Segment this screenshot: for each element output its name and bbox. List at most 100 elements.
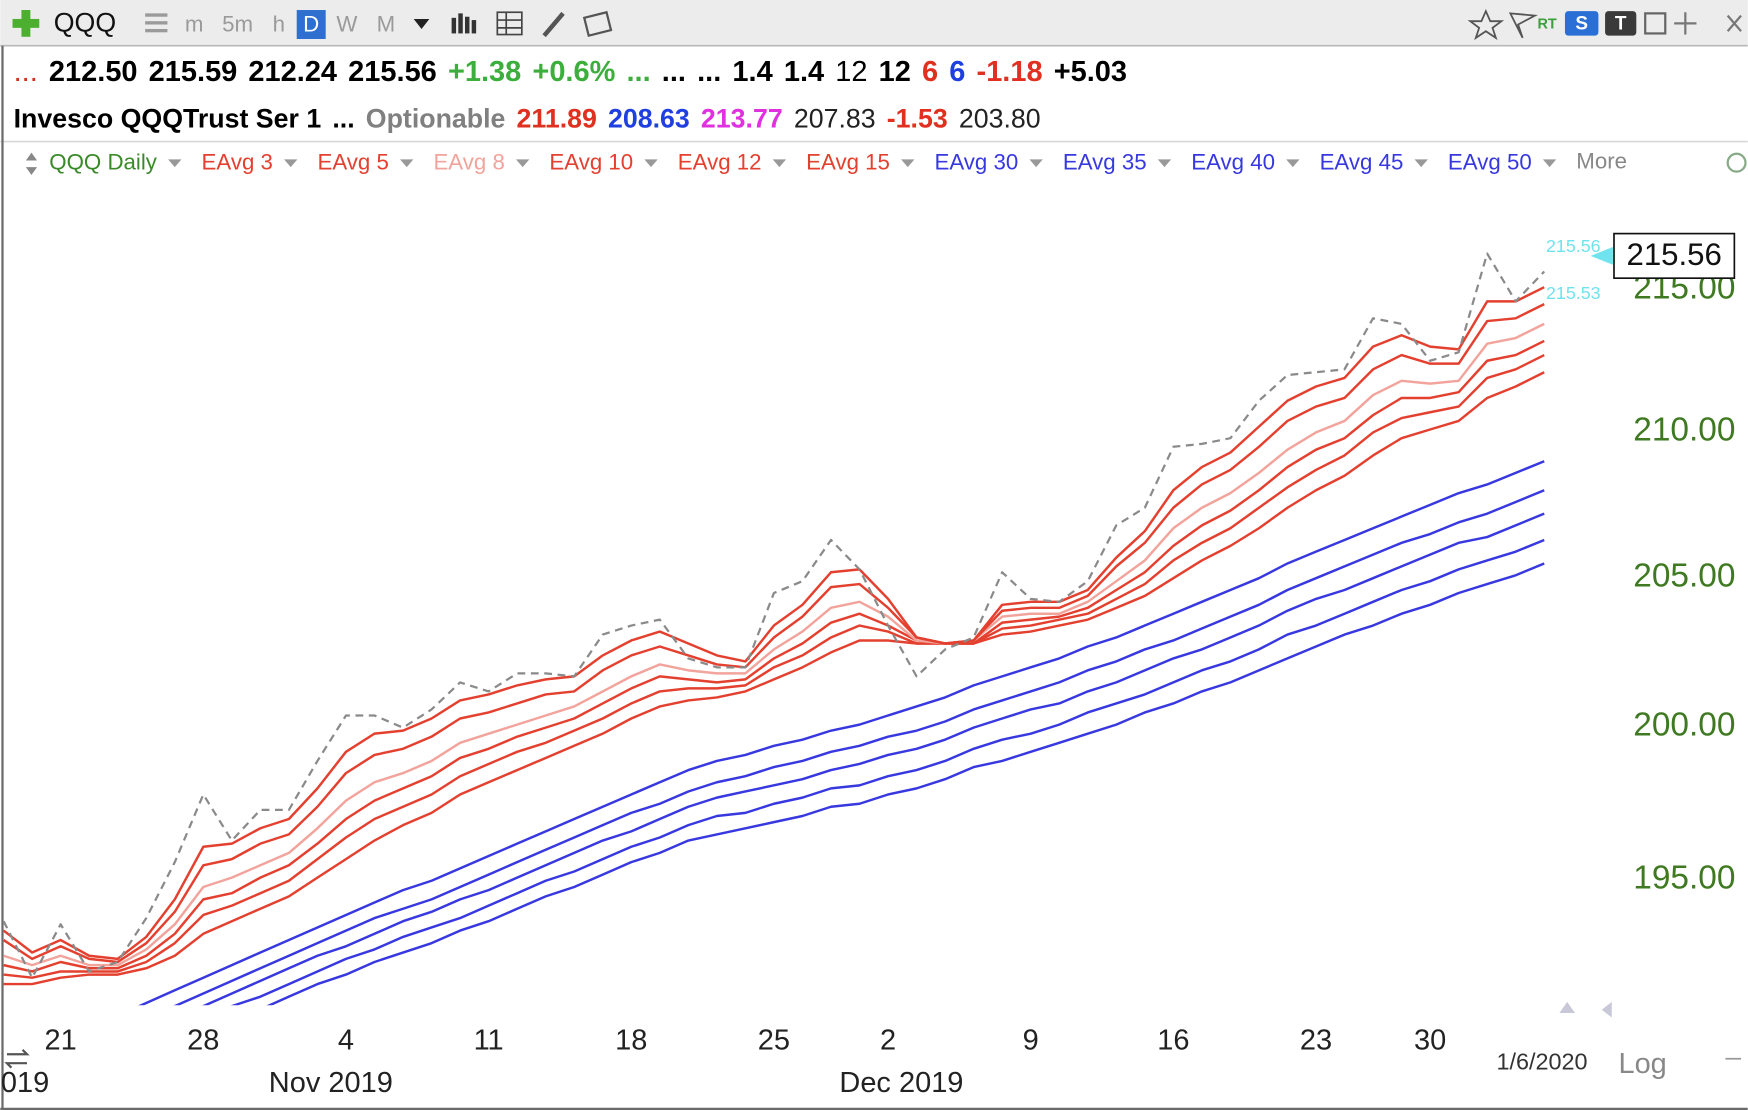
flag-icon[interactable] — [1508, 12, 1538, 39]
refresh-icon[interactable] — [4, 1049, 30, 1069]
scroll-up[interactable] — [1559, 1001, 1575, 1014]
add-icon[interactable] — [12, 10, 40, 37]
note-icon[interactable] — [582, 10, 613, 38]
interval-button[interactable]: m — [185, 12, 204, 37]
resize-arrows[interactable] — [25, 152, 38, 175]
legend-entry[interactable]: EAvg 40 — [1191, 150, 1275, 175]
quote-value: 1.4 — [732, 56, 772, 88]
legend-entry[interactable]: QQQ Daily — [49, 150, 157, 175]
series-line — [230, 538, 1545, 1006]
flag-label[interactable]: RT — [1537, 16, 1556, 32]
quote-value: -1.53 — [887, 103, 948, 133]
quote-value: +5.03 — [1054, 56, 1127, 88]
x-tick-label: 18 — [615, 1025, 647, 1057]
y-tick-label: 205.00 — [1633, 557, 1735, 594]
x-tick-label: 2 — [880, 1025, 896, 1057]
interval-button[interactable]: 5m — [222, 12, 253, 37]
t-badge[interactable] — [1605, 11, 1637, 36]
flag-label[interactable]: T — [1615, 14, 1627, 35]
interval-button[interactable]: h — [273, 12, 285, 37]
quote-value: 208.63 — [608, 103, 690, 133]
quote-value: 213.77 — [701, 103, 783, 133]
interval-button[interactable]: D — [303, 12, 319, 37]
list-icon[interactable] — [145, 13, 168, 33]
y-tick-label: 195.00 — [1633, 860, 1735, 897]
interval-active-bg — [296, 10, 326, 40]
legend-entry[interactable]: EAvg 50 — [1448, 150, 1532, 175]
quote-value: 215.59 — [149, 56, 238, 88]
move-icon[interactable] — [1674, 12, 1697, 35]
legend-entry[interactable]: EAvg 10 — [549, 150, 633, 175]
x-tick-label: 23 — [1300, 1025, 1332, 1057]
quote-value: Invesco QQQTrust Ser 1 — [14, 103, 322, 133]
legend-entry[interactable]: EAvg 35 — [1063, 150, 1147, 175]
legend-entry[interactable]: EAvg 12 — [678, 150, 762, 175]
x-tick-label: 25 — [758, 1025, 790, 1057]
legend-entry[interactable]: EAvg 15 — [806, 150, 890, 175]
symbol[interactable]: QQQ — [54, 8, 116, 38]
save-icon[interactable] — [1644, 12, 1667, 35]
series-line — [173, 489, 1545, 1006]
interval-dropdown[interactable] — [413, 18, 430, 29]
quote-value: 1.4 — [784, 56, 824, 88]
month-label: Dec 2019 — [839, 1067, 963, 1099]
close-icon[interactable] — [1726, 14, 1742, 32]
x-tick-label: 21 — [45, 1025, 77, 1057]
legend-dropdown[interactable] — [1286, 159, 1300, 168]
series-line — [2, 286, 1545, 961]
interval-button[interactable]: W — [336, 12, 357, 37]
x-tick-label: 28 — [187, 1025, 219, 1057]
s-badge[interactable] — [1564, 11, 1599, 36]
legend-dropdown[interactable] — [644, 159, 658, 168]
interval-button[interactable]: M — [377, 12, 396, 37]
quote-value: 203.80 — [959, 103, 1041, 133]
flag-label[interactable]: S — [1575, 14, 1588, 35]
legend-dropdown[interactable] — [284, 159, 298, 168]
x-tick-label: 30 — [1414, 1025, 1446, 1057]
x-tick-label: 9 — [1023, 1025, 1039, 1057]
legend-dropdown[interactable] — [168, 159, 182, 168]
table-icon[interactable] — [496, 11, 523, 36]
series-line — [138, 460, 1545, 1006]
price-marker-label: 215.56 — [1546, 236, 1601, 256]
legend-dropdown[interactable] — [1542, 159, 1557, 168]
settings-icon[interactable] — [1726, 152, 1747, 173]
month-label: 2019 — [0, 1067, 49, 1099]
quote-value: 212.50 — [49, 56, 138, 88]
legend-dropdown[interactable] — [1029, 159, 1043, 168]
quote-value: Optionable — [366, 103, 506, 133]
series-line — [202, 512, 1545, 1006]
legend-dropdown[interactable] — [400, 159, 414, 168]
legend-entry[interactable]: EAvg 45 — [1320, 150, 1404, 175]
scale-button[interactable]: Log — [1618, 1048, 1666, 1080]
quote-value: +1.38 — [448, 56, 521, 88]
legend-entry[interactable]: EAvg 30 — [935, 150, 1019, 175]
quote-value: 6 — [949, 56, 965, 88]
series-line — [3, 353, 1545, 979]
star-icon[interactable] — [1467, 8, 1505, 41]
quote-value: -1.18 — [977, 56, 1043, 88]
legend-entry[interactable]: EAvg 3 — [202, 150, 273, 175]
y-tick-label: 200.00 — [1633, 707, 1735, 744]
x-tick-label: 4 — [338, 1025, 354, 1057]
legend-dropdown[interactable] — [772, 159, 787, 168]
toolbar-background — [0, 0, 1748, 46]
quote-value: 212.24 — [248, 56, 337, 88]
legend-more[interactable]: More — [1576, 149, 1627, 174]
pencil-icon[interactable] — [542, 11, 565, 38]
legend-dropdown[interactable] — [515, 159, 530, 168]
scroll-left[interactable] — [1601, 1001, 1612, 1018]
legend-dropdown[interactable] — [1414, 159, 1428, 168]
legend-entry[interactable]: EAvg 5 — [317, 150, 388, 175]
price-marker-label: 215.53 — [1546, 283, 1601, 303]
price-pointer — [1590, 246, 1613, 265]
price-box-label: 215.56 — [1626, 237, 1721, 272]
quote-value: 6 — [922, 56, 938, 88]
legend-entry[interactable]: EAvg 8 — [433, 150, 504, 175]
bar-chart-icon[interactable] — [451, 13, 477, 34]
legend-dropdown[interactable] — [1157, 159, 1172, 168]
legend-dropdown[interactable] — [901, 159, 915, 168]
quote-value: 207.83 — [794, 103, 876, 133]
